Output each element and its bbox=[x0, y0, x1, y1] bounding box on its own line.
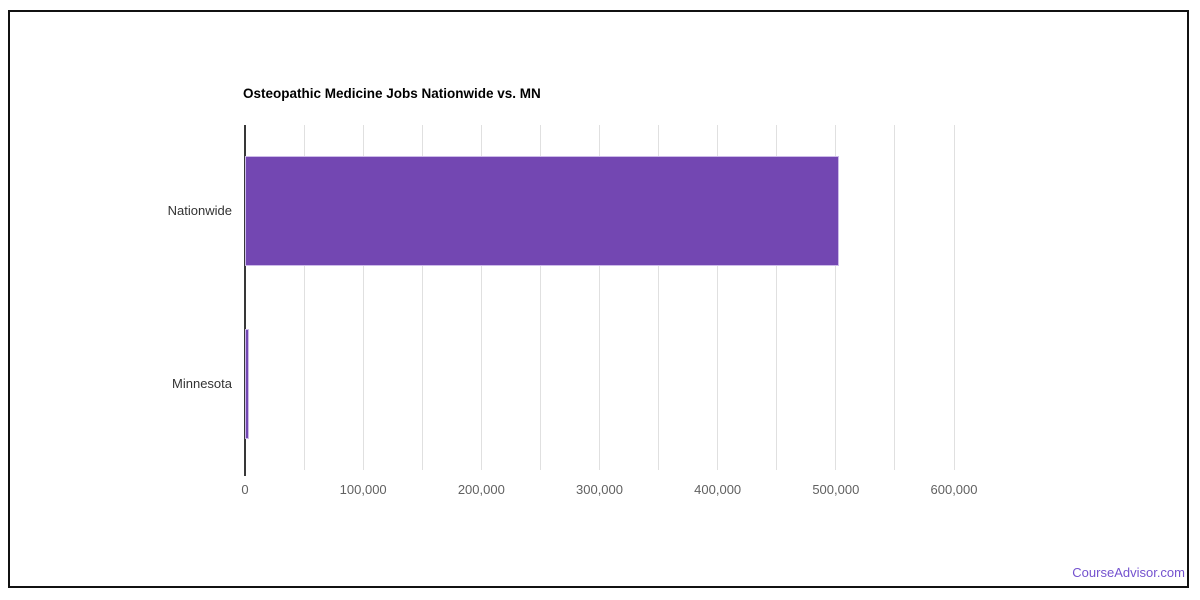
courseadvisor-link[interactable]: CourseAdvisor.com bbox=[1072, 565, 1185, 580]
x-tick-label: 300,000 bbox=[576, 482, 623, 497]
x-tick-label: 500,000 bbox=[812, 482, 860, 497]
x-tick-label: 100,000 bbox=[339, 482, 387, 497]
bar-nationwide bbox=[245, 156, 840, 267]
gridline bbox=[421, 125, 423, 470]
gridline bbox=[835, 125, 837, 470]
gridline bbox=[717, 125, 719, 470]
x-tick-label: 600,000 bbox=[930, 482, 978, 497]
chart-title: Osteopathic Medicine Jobs Nationwide vs.… bbox=[243, 86, 541, 101]
x-tick-label: 0 bbox=[241, 482, 249, 497]
category-label-nationwide: Nationwide bbox=[167, 203, 232, 219]
gridline bbox=[362, 125, 364, 470]
gridline bbox=[776, 125, 778, 470]
gridline bbox=[658, 125, 660, 470]
y-axis-line bbox=[244, 125, 246, 476]
gridline bbox=[539, 125, 541, 470]
category-label-minnesota: Minnesota bbox=[172, 375, 232, 391]
gridline bbox=[894, 125, 896, 470]
gridline bbox=[303, 125, 305, 470]
gridline bbox=[599, 125, 600, 470]
gridline bbox=[953, 125, 955, 470]
x-tick-label: 200,000 bbox=[457, 482, 505, 497]
x-tick-label: 400,000 bbox=[694, 482, 742, 497]
gridline bbox=[480, 125, 482, 470]
bar-minnesota bbox=[245, 328, 249, 439]
